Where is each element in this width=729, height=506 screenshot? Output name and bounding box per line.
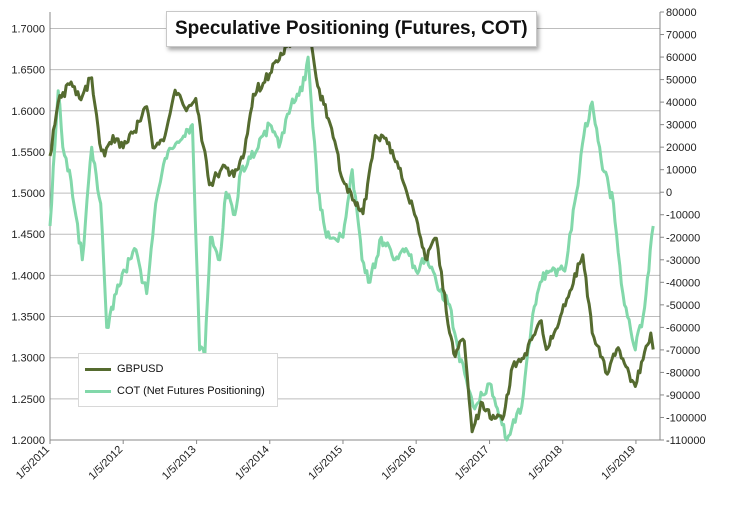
y-right-tick-label: -20000 <box>666 232 700 244</box>
y-right-tick-label: 20000 <box>666 142 697 154</box>
x-tick-label: 1/5/2012 <box>87 444 126 483</box>
legend-item-gbpusd: GBPUSD <box>85 361 163 377</box>
x-tick-label: 1/5/2019 <box>599 444 638 483</box>
x-tick-label: 1/5/2014 <box>233 444 272 483</box>
y-right-tick-label: 70000 <box>666 30 697 42</box>
y-left-tick-label: 1.6000 <box>11 106 45 118</box>
y-right-tick-label: -90000 <box>666 390 700 402</box>
x-tick-label: 1/5/2011 <box>14 444 52 482</box>
x-tick-label: 1/5/2016 <box>380 444 419 483</box>
y-left-tick-label: 1.4500 <box>11 229 45 241</box>
y-right-tick-label: 30000 <box>666 120 697 132</box>
y-left-tick-label: 1.5500 <box>11 147 45 159</box>
legend-swatch-gbpusd <box>85 367 111 371</box>
y-left-tick-label: 1.3500 <box>11 312 45 324</box>
y-right-tick-label: -50000 <box>666 300 700 312</box>
legend: GBPUSD COT (Net Futures Positioning) <box>78 353 278 407</box>
y-left-tick-label: 1.6500 <box>11 65 45 77</box>
y-right-tick-label: 10000 <box>666 165 697 177</box>
x-tick-label: 1/5/2018 <box>526 444 565 483</box>
y-right-tick-label: 0 <box>666 187 672 199</box>
y-right-tick-label: -70000 <box>666 345 700 357</box>
y-right-tick-label: -40000 <box>666 277 700 289</box>
y-right-tick-label: -110000 <box>666 435 706 447</box>
y-right-tick-label: -10000 <box>666 210 700 222</box>
y-right-tick-label: 40000 <box>666 97 697 109</box>
legend-label-gbpusd: GBPUSD <box>117 363 164 375</box>
x-tick-label: 1/5/2017 <box>453 444 492 483</box>
y-left-tick-label: 1.3000 <box>11 353 45 365</box>
y-right-tick-label: 80000 <box>666 7 697 19</box>
y-right-tick-label: -30000 <box>666 255 700 267</box>
x-tick-label: 1/5/2013 <box>160 444 199 483</box>
y-right-tick-label: -100000 <box>666 412 706 424</box>
y-left-tick-label: 1.5000 <box>11 188 45 200</box>
y-left-tick-label: 1.4000 <box>11 270 45 282</box>
series-line-cot <box>48 55 655 442</box>
legend-swatch-cot <box>85 389 111 393</box>
y-left-tick-label: 1.7000 <box>11 23 45 35</box>
x-tick-label: 1/5/2015 <box>306 444 345 483</box>
y-right-tick-label: -80000 <box>666 367 700 379</box>
y-right-tick-label: -60000 <box>666 322 700 334</box>
y-left-tick-label: 1.2500 <box>11 394 45 406</box>
y-right-tick-label: 50000 <box>666 75 697 87</box>
legend-item-cot: COT (Net Futures Positioning) <box>85 383 265 399</box>
y-left-tick-label: 1.2000 <box>11 435 45 447</box>
chart-title: Speculative Positioning (Futures, COT) <box>166 11 537 47</box>
series-line-gbpusd <box>48 14 655 434</box>
y-right-tick-label: 60000 <box>666 52 697 64</box>
legend-label-cot: COT (Net Futures Positioning) <box>117 385 265 397</box>
